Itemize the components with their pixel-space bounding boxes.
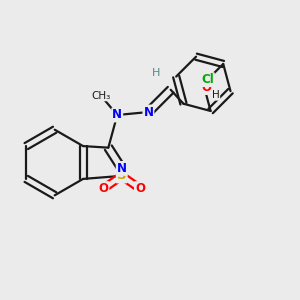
- Text: O: O: [135, 182, 145, 195]
- Text: CH₃: CH₃: [91, 91, 110, 101]
- Text: N: N: [143, 106, 153, 118]
- Text: Cl: Cl: [201, 73, 214, 86]
- Text: N: N: [117, 162, 127, 175]
- Text: O: O: [201, 81, 212, 94]
- Text: H: H: [212, 90, 220, 100]
- Text: O: O: [98, 182, 109, 195]
- Text: N: N: [112, 109, 122, 122]
- Text: S: S: [117, 169, 127, 182]
- Text: H: H: [152, 68, 160, 78]
